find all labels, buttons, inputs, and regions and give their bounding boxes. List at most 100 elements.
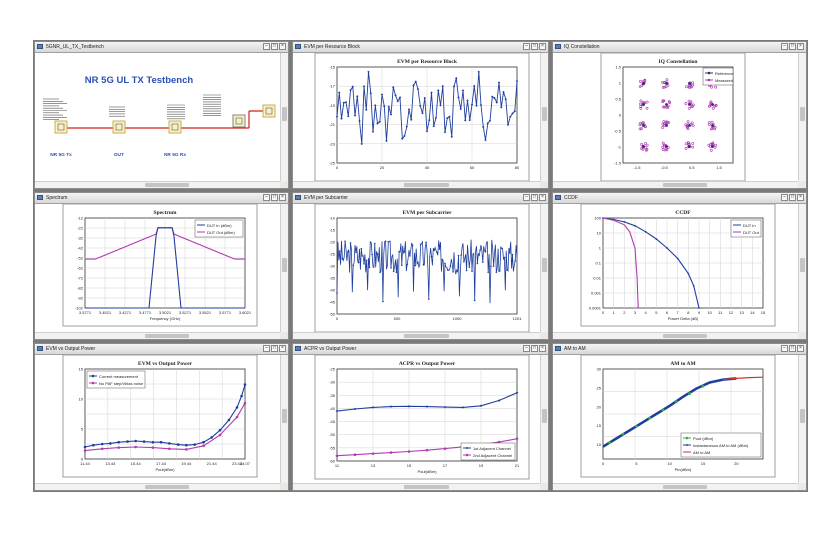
window-titlebar[interactable]: Spectrum – □ × bbox=[35, 193, 288, 204]
maximize-button[interactable]: □ bbox=[531, 345, 538, 352]
scroll-thumb[interactable] bbox=[145, 183, 190, 187]
scroll-thumb[interactable] bbox=[282, 408, 287, 423]
close-button[interactable]: × bbox=[797, 43, 804, 50]
window-w6[interactable]: CCDF – □ × CCDF 0 1 2 3 4 5 6 7 8 9 10 11 12 13 14 15 100 10 1 0… bbox=[552, 192, 807, 340]
window-titlebar[interactable]: EVM vs Output Power – □ × bbox=[35, 344, 288, 355]
minimize-button[interactable]: – bbox=[523, 194, 530, 201]
maximize-button[interactable]: □ bbox=[789, 194, 796, 201]
data-point bbox=[403, 134, 406, 138]
close-button[interactable]: × bbox=[279, 194, 286, 201]
window-titlebar[interactable]: ACPR vs Output Power – □ × bbox=[293, 344, 548, 355]
minimize-button[interactable]: – bbox=[523, 43, 530, 50]
window-titlebar[interactable]: EVM per Subcarrier – □ × bbox=[293, 193, 548, 204]
constellation-point bbox=[661, 99, 665, 103]
window-w3[interactable]: IQ Constellation – □ × IQ Constellation -1.5 -… bbox=[552, 41, 807, 189]
maximize-button[interactable]: □ bbox=[531, 194, 538, 201]
close-button[interactable]: × bbox=[797, 345, 804, 352]
y-tick-label: 20 bbox=[597, 404, 602, 409]
scroll-thumb[interactable] bbox=[663, 485, 708, 489]
close-button[interactable]: × bbox=[539, 43, 546, 50]
window-titlebar[interactable]: CCDF – □ × bbox=[553, 193, 806, 204]
data-point bbox=[498, 269, 500, 272]
close-button[interactable]: × bbox=[279, 43, 286, 50]
vertical-scrollbar[interactable] bbox=[798, 204, 806, 332]
minimize-button[interactable]: – bbox=[781, 345, 788, 352]
horizontal-scrollbar[interactable] bbox=[553, 181, 798, 188]
window-titlebar[interactable]: AM to AM – □ × bbox=[553, 344, 806, 355]
scroll-thumb[interactable] bbox=[663, 183, 708, 187]
horizontal-scrollbar[interactable] bbox=[553, 332, 798, 339]
maximize-button[interactable]: □ bbox=[789, 43, 796, 50]
horizontal-scrollbar[interactable] bbox=[293, 181, 540, 188]
scroll-thumb[interactable] bbox=[542, 257, 547, 272]
maximize-button[interactable]: □ bbox=[271, 194, 278, 201]
y-tick-label: -40 bbox=[329, 288, 336, 293]
minimize-button[interactable]: – bbox=[263, 194, 270, 201]
x-tick-label: 15 bbox=[701, 461, 706, 466]
data-point bbox=[439, 104, 442, 107]
vertical-scrollbar[interactable] bbox=[280, 53, 288, 181]
scroll-thumb[interactable] bbox=[404, 485, 449, 489]
window-w1[interactable]: 5GNR_UL_TX_Testbench – □ × NR 5G UL TX Testb… bbox=[34, 41, 289, 189]
close-button[interactable]: × bbox=[539, 345, 546, 352]
close-button[interactable]: × bbox=[797, 194, 804, 201]
vertical-scrollbar[interactable] bbox=[798, 355, 806, 483]
horizontal-scrollbar[interactable] bbox=[35, 483, 280, 490]
scroll-thumb[interactable] bbox=[145, 485, 190, 489]
close-button[interactable]: × bbox=[279, 345, 286, 352]
horizontal-scrollbar[interactable] bbox=[293, 483, 540, 490]
window-w2[interactable]: EVM per Resource Block – □ × EVM per Resourc… bbox=[292, 41, 549, 189]
minimize-button[interactable]: – bbox=[263, 345, 270, 352]
scroll-thumb[interactable] bbox=[800, 408, 805, 423]
x-tick-label: 10 bbox=[707, 310, 712, 315]
vertical-scrollbar[interactable] bbox=[540, 204, 548, 332]
vertical-scrollbar[interactable] bbox=[540, 53, 548, 181]
window-w4[interactable]: Spectrum – □ × Spectrum 3.5771 3.4521 3.4271 3.4… bbox=[34, 192, 289, 340]
scroll-thumb[interactable] bbox=[404, 334, 449, 338]
maximize-button[interactable]: □ bbox=[271, 345, 278, 352]
window-w7[interactable]: EVM vs Output Power – □ × EVM vs Output Powe… bbox=[34, 343, 289, 491]
minimize-button[interactable]: – bbox=[781, 194, 788, 201]
vertical-scrollbar[interactable] bbox=[540, 355, 548, 483]
maximize-button[interactable]: □ bbox=[271, 43, 278, 50]
scroll-thumb[interactable] bbox=[145, 334, 190, 338]
scroll-thumb[interactable] bbox=[404, 183, 449, 187]
block-label: DUT bbox=[114, 152, 124, 158]
vertical-scrollbar[interactable] bbox=[280, 204, 288, 332]
scroll-thumb[interactable] bbox=[663, 334, 708, 338]
minimize-button[interactable]: – bbox=[781, 43, 788, 50]
y-tick-label: -22 bbox=[77, 226, 84, 231]
window-content: IQ Constellation -1.5 -0.5 0.5 1.5 1.5 1 0.5 0 -0… bbox=[553, 53, 798, 181]
data-point bbox=[235, 415, 239, 419]
window-titlebar[interactable]: IQ Constellation – □ × bbox=[553, 42, 806, 53]
scroll-thumb[interactable] bbox=[542, 106, 547, 121]
scroll-thumb[interactable] bbox=[800, 257, 805, 272]
window-w8[interactable]: ACPR vs Output Power – □ × ACPR vs Output Po… bbox=[292, 343, 549, 491]
horizontal-scrollbar[interactable] bbox=[35, 332, 280, 339]
window-titlebar[interactable]: 5GNR_UL_TX_Testbench – □ × bbox=[35, 42, 288, 53]
data-point bbox=[414, 80, 417, 83]
horizontal-scrollbar[interactable] bbox=[553, 483, 798, 490]
close-button[interactable]: × bbox=[539, 194, 546, 201]
minimize-button[interactable]: – bbox=[523, 345, 530, 352]
scroll-thumb[interactable] bbox=[282, 106, 287, 121]
vertical-scrollbar[interactable] bbox=[280, 355, 288, 483]
horizontal-scrollbar[interactable] bbox=[35, 181, 280, 188]
data-point bbox=[410, 118, 413, 121]
maximize-button[interactable]: □ bbox=[789, 345, 796, 352]
window-w5[interactable]: EVM per Subcarrier – □ × EVM per Subcarrier 0… bbox=[292, 192, 549, 340]
x-tick-label: 0 bbox=[602, 461, 605, 466]
horizontal-scrollbar[interactable] bbox=[293, 332, 540, 339]
window-titlebar[interactable]: EVM per Resource Block – □ × bbox=[293, 42, 548, 53]
chart-title: EVM per Resource Block bbox=[397, 59, 458, 65]
minimize-button[interactable]: – bbox=[263, 43, 270, 50]
scroll-thumb[interactable] bbox=[800, 106, 805, 121]
data-point bbox=[406, 263, 409, 266]
scroll-thumb[interactable] bbox=[282, 257, 287, 272]
x-tick-label: 10 bbox=[667, 461, 672, 466]
data-point bbox=[368, 266, 371, 269]
window-w9[interactable]: AM to AM – □ × AM to AM 0 5 10 15 20 30 25 20 15 10 Pin… bbox=[552, 343, 807, 491]
maximize-button[interactable]: □ bbox=[531, 43, 538, 50]
vertical-scrollbar[interactable] bbox=[798, 53, 806, 181]
scroll-thumb[interactable] bbox=[542, 408, 547, 423]
